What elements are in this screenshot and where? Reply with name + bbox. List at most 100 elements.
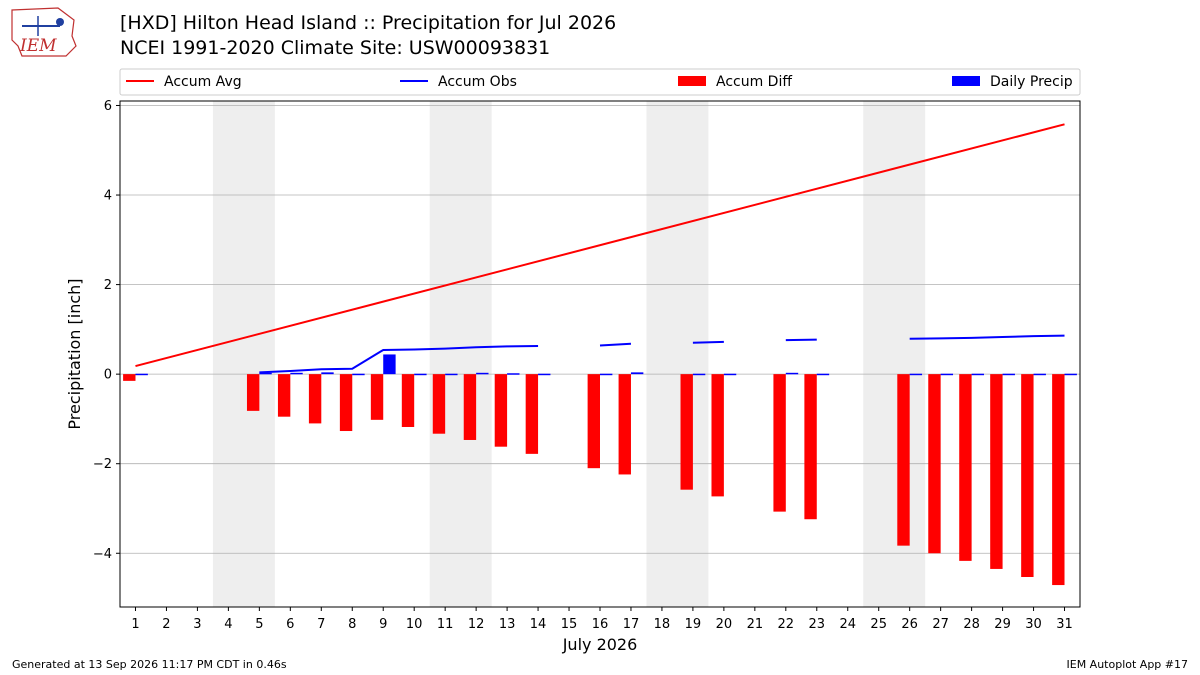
y-tick-label: −4 [93, 547, 112, 562]
x-tick-label: 21 [747, 617, 764, 632]
accum-diff-bar [401, 374, 415, 427]
daily-precip-bar [135, 373, 148, 376]
legend-box [119, 68, 1081, 96]
y-tick-label: 4 [104, 189, 112, 204]
accum-diff-bar [897, 374, 910, 546]
y-axis-label: Precipitation [inch] [65, 278, 84, 429]
daily-precip-bar [476, 372, 489, 375]
weekend-band [863, 101, 926, 607]
y-tick-label: 2 [104, 278, 112, 293]
accum-diff-bar [370, 374, 384, 420]
daily-precip-bar [630, 372, 644, 375]
x-tick-label: 9 [379, 617, 387, 632]
weekend-band [429, 101, 492, 607]
daily-precip-bar [1064, 373, 1077, 376]
x-tick-label: 23 [809, 617, 826, 632]
accum-obs-line [259, 344, 539, 374]
accum-diff-bar [959, 374, 972, 561]
legend-label: Daily Precip [990, 74, 1073, 90]
accum-diff-bar [618, 374, 631, 475]
x-tick-label: 13 [499, 617, 516, 632]
y-tick-label: 6 [104, 99, 112, 114]
x-tick-label: 8 [348, 617, 356, 632]
accum-diff-bar [1021, 374, 1034, 577]
iem-logo: IEM [8, 6, 80, 62]
x-tick-label: 14 [530, 617, 547, 632]
accum-obs-line [909, 334, 1065, 340]
x-tick-label: 15 [561, 617, 578, 632]
daily-precip-bar [1002, 373, 1015, 376]
x-tick-label: 29 [994, 617, 1011, 632]
daily-precip-bar [971, 373, 984, 376]
chart-subtitle: NCEI 1991-2020 Climate Site: USW00093831 [120, 37, 551, 59]
accum-diff-bar [680, 374, 693, 490]
daily-precip-bar [1033, 373, 1046, 376]
accum-diff-bar [246, 374, 260, 411]
x-tick-label: 1 [131, 617, 139, 632]
accum-diff-bar [525, 374, 539, 454]
x-tick-label: 7 [317, 617, 325, 632]
accum-avg-line [135, 123, 1065, 368]
accum-diff-bar [308, 374, 322, 424]
x-tick-label: 25 [870, 617, 887, 632]
app-label: IEM Autoplot App #17 [1066, 658, 1189, 671]
daily-precip-bar [692, 373, 706, 376]
daily-precip-bar [940, 373, 954, 376]
x-tick-label: 3 [193, 617, 201, 632]
iem-logo-text: IEM [19, 36, 57, 56]
x-tick-label: 28 [963, 617, 980, 632]
legend-swatch [678, 76, 706, 86]
x-tick-label: 22 [778, 617, 795, 632]
accum-diff-bar [990, 374, 1003, 569]
daily-precip-bar [723, 373, 737, 376]
accum-diff-bar [123, 374, 136, 381]
x-tick-label: 2 [162, 617, 170, 632]
daily-precip-bar [785, 372, 799, 375]
daily-precip-bar [321, 372, 334, 375]
x-tick-label: 10 [406, 617, 423, 632]
y-tick-label: −2 [93, 457, 112, 472]
accum-diff-bar [804, 374, 817, 520]
daily-precip-bar [600, 373, 613, 376]
accum-diff-bar [773, 374, 786, 512]
x-tick-label: 26 [901, 617, 918, 632]
accum-diff-bar [587, 374, 600, 469]
x-tick-label: 30 [1025, 617, 1042, 632]
weekend-band [646, 101, 709, 607]
x-tick-label: 6 [286, 617, 294, 632]
accum-diff-bar [463, 374, 477, 440]
x-tick-label: 20 [716, 617, 733, 632]
daily-precip-bar [259, 372, 272, 375]
accum-obs-line [599, 342, 632, 347]
x-tick-label: 12 [468, 617, 485, 632]
accum-diff-bar [339, 374, 353, 432]
legend-label: Accum Avg [164, 74, 242, 90]
chart-title: [HXD] Hilton Head Island :: Precipitatio… [120, 12, 617, 34]
x-tick-label: 11 [437, 617, 454, 632]
daily-precip-bar [816, 373, 830, 376]
daily-precip-bar [290, 372, 303, 375]
x-tick-label: 4 [224, 617, 232, 632]
accum-diff-bar [1052, 374, 1065, 586]
y-tick-label: 0 [104, 368, 112, 383]
accum-obs-line [692, 340, 724, 344]
legend-label: Accum Obs [438, 74, 517, 90]
daily-precip-bar [445, 373, 458, 376]
daily-precip-bar [414, 373, 427, 376]
x-tick-label: 17 [623, 617, 640, 632]
daily-precip-bar [538, 373, 551, 376]
x-tick-label: 24 [839, 617, 856, 632]
x-axis-label: July 2026 [562, 635, 638, 654]
legend-swatch [952, 76, 980, 86]
x-tick-label: 31 [1056, 617, 1073, 632]
daily-precip-bar [909, 373, 923, 376]
daily-precip-bar [507, 373, 520, 375]
daily-precip-bar [352, 373, 365, 376]
x-tick-label: 19 [685, 617, 702, 632]
x-tick-label: 27 [932, 617, 949, 632]
accum-diff-bar [928, 374, 941, 554]
accum-diff-bar [432, 374, 446, 434]
accum-diff-bar [277, 374, 291, 417]
accum-diff-bar [494, 374, 508, 447]
